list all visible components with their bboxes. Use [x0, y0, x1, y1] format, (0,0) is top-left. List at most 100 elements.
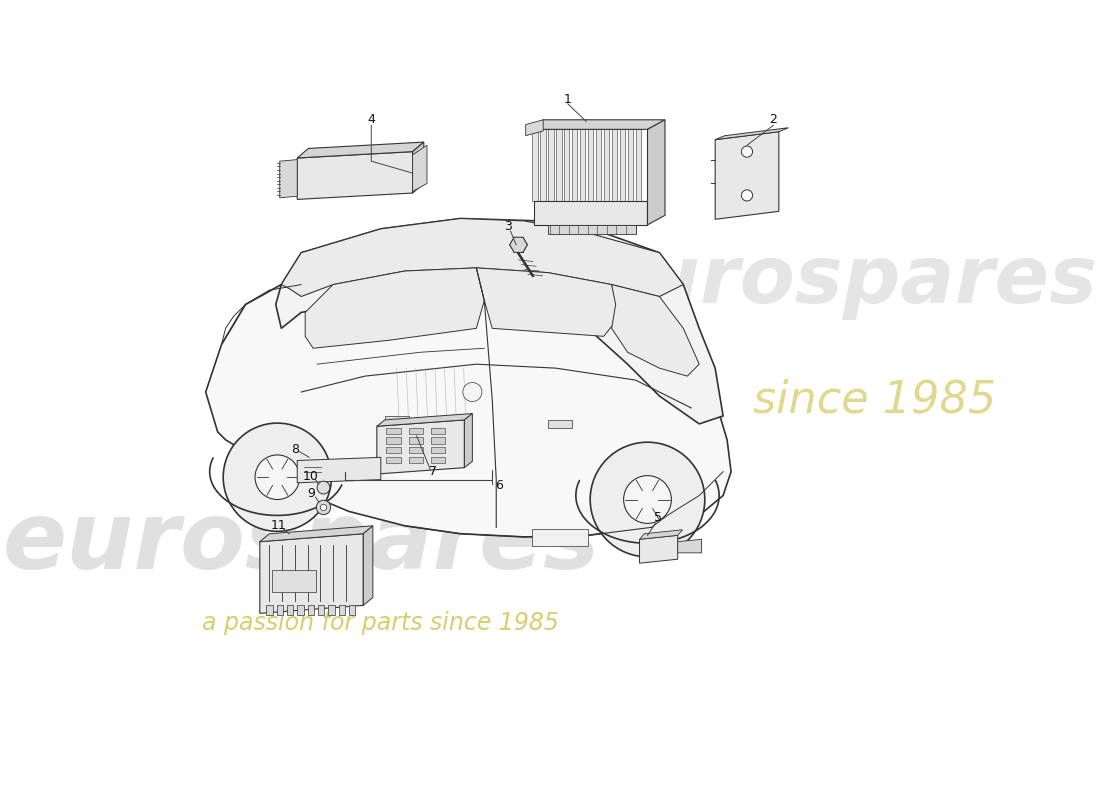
- Bar: [409, 447, 424, 454]
- Text: 6: 6: [495, 479, 503, 493]
- Circle shape: [741, 146, 752, 158]
- Text: 2: 2: [769, 114, 778, 126]
- Polygon shape: [619, 130, 625, 201]
- Bar: [386, 428, 400, 434]
- Polygon shape: [572, 130, 578, 201]
- Polygon shape: [279, 159, 297, 198]
- Polygon shape: [464, 414, 472, 468]
- Polygon shape: [260, 526, 373, 542]
- Polygon shape: [276, 218, 723, 424]
- Polygon shape: [636, 125, 645, 130]
- Circle shape: [255, 455, 299, 499]
- Text: 9: 9: [307, 487, 315, 501]
- Bar: [409, 428, 424, 434]
- Polygon shape: [308, 606, 314, 615]
- Bar: [548, 420, 572, 428]
- Text: 1: 1: [564, 93, 572, 106]
- Text: a passion for parts since 1985: a passion for parts since 1985: [202, 611, 559, 635]
- Polygon shape: [648, 120, 666, 225]
- Polygon shape: [596, 130, 602, 201]
- Bar: [386, 438, 400, 444]
- Text: eurospares: eurospares: [2, 498, 600, 590]
- Circle shape: [591, 442, 705, 557]
- Polygon shape: [532, 130, 538, 201]
- Polygon shape: [604, 130, 609, 201]
- Bar: [385, 416, 409, 424]
- Polygon shape: [612, 125, 620, 130]
- Polygon shape: [587, 130, 593, 201]
- Polygon shape: [628, 130, 634, 201]
- Polygon shape: [318, 606, 324, 615]
- Text: 4: 4: [367, 114, 375, 126]
- Polygon shape: [412, 142, 424, 193]
- Polygon shape: [548, 125, 557, 130]
- Polygon shape: [339, 606, 345, 615]
- Circle shape: [320, 504, 327, 510]
- Text: 10: 10: [302, 470, 319, 483]
- Bar: [409, 457, 424, 463]
- Circle shape: [741, 190, 752, 201]
- Polygon shape: [580, 125, 588, 130]
- Polygon shape: [532, 125, 541, 130]
- Bar: [431, 428, 446, 434]
- Polygon shape: [297, 458, 381, 482]
- Circle shape: [463, 382, 482, 402]
- Text: 8: 8: [290, 443, 299, 456]
- Polygon shape: [540, 130, 546, 201]
- Polygon shape: [715, 128, 789, 140]
- Circle shape: [624, 476, 671, 523]
- Circle shape: [317, 481, 330, 494]
- Polygon shape: [363, 526, 373, 606]
- Bar: [431, 457, 446, 463]
- Bar: [431, 438, 446, 444]
- Polygon shape: [377, 420, 464, 474]
- Bar: [386, 447, 400, 454]
- Polygon shape: [612, 285, 700, 376]
- Polygon shape: [587, 125, 596, 130]
- Polygon shape: [526, 120, 543, 136]
- Polygon shape: [604, 125, 613, 130]
- Polygon shape: [619, 125, 628, 130]
- Bar: [532, 529, 587, 546]
- Polygon shape: [639, 535, 678, 563]
- Polygon shape: [612, 130, 617, 201]
- Polygon shape: [564, 125, 573, 130]
- Polygon shape: [639, 530, 682, 539]
- Circle shape: [223, 423, 331, 531]
- Polygon shape: [305, 268, 484, 348]
- Polygon shape: [580, 130, 585, 201]
- Polygon shape: [509, 237, 527, 252]
- Polygon shape: [636, 130, 641, 201]
- Polygon shape: [328, 606, 334, 615]
- Polygon shape: [548, 225, 636, 234]
- Bar: [409, 438, 424, 444]
- Polygon shape: [678, 539, 702, 553]
- Polygon shape: [540, 125, 549, 130]
- Polygon shape: [715, 132, 779, 219]
- Polygon shape: [266, 606, 273, 615]
- Polygon shape: [276, 606, 283, 615]
- Text: eurospares: eurospares: [588, 242, 1097, 319]
- Bar: [431, 447, 446, 454]
- Polygon shape: [534, 201, 648, 225]
- Polygon shape: [297, 152, 412, 199]
- Polygon shape: [534, 120, 666, 130]
- Bar: [386, 457, 400, 463]
- Text: since 1985: since 1985: [752, 378, 996, 422]
- Polygon shape: [596, 125, 605, 130]
- Bar: [272, 570, 316, 592]
- Polygon shape: [556, 125, 564, 130]
- Polygon shape: [564, 130, 570, 201]
- Polygon shape: [297, 142, 424, 158]
- Polygon shape: [377, 414, 472, 426]
- Polygon shape: [349, 606, 355, 615]
- Text: 11: 11: [271, 519, 287, 532]
- Text: 3: 3: [504, 220, 513, 233]
- Polygon shape: [556, 130, 561, 201]
- Polygon shape: [287, 606, 294, 615]
- Polygon shape: [282, 218, 683, 297]
- Polygon shape: [206, 258, 732, 537]
- Polygon shape: [548, 130, 553, 201]
- Polygon shape: [572, 125, 581, 130]
- Polygon shape: [297, 606, 304, 615]
